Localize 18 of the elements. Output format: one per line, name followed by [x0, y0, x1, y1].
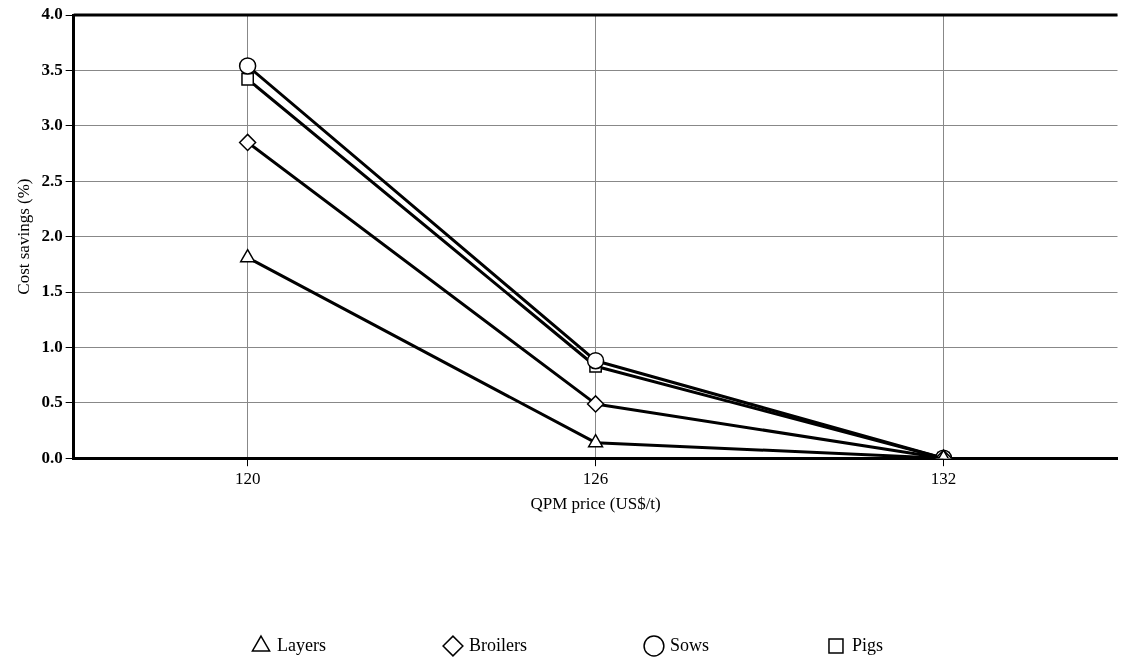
y-tick-label: 2.0 — [41, 225, 63, 245]
x-tick-label: 126 — [582, 468, 609, 488]
y-tick-label: 4.0 — [41, 4, 63, 24]
legend-label: Layers — [277, 634, 326, 655]
x-tick-label: 132 — [930, 468, 957, 488]
y-axis-title: Cost savings (%) — [13, 178, 33, 295]
legend-label: Broilers — [468, 634, 527, 655]
y-tick-label: 3.0 — [41, 115, 63, 135]
y-tick-label: 2.5 — [41, 170, 63, 190]
legend-label: Pigs — [851, 634, 884, 655]
y-tick-label: 1.5 — [41, 281, 63, 301]
y-tick-label: 3.5 — [41, 59, 63, 79]
x-axis-title: QPM price (US$/t) — [530, 494, 661, 514]
legend-label: Sows — [669, 634, 709, 655]
x-tick-label: 120 — [234, 468, 261, 488]
y-tick-label: 1.0 — [41, 336, 63, 356]
y-tick-label: 0.5 — [41, 392, 63, 412]
y-tick-label: 0.0 — [41, 447, 63, 467]
